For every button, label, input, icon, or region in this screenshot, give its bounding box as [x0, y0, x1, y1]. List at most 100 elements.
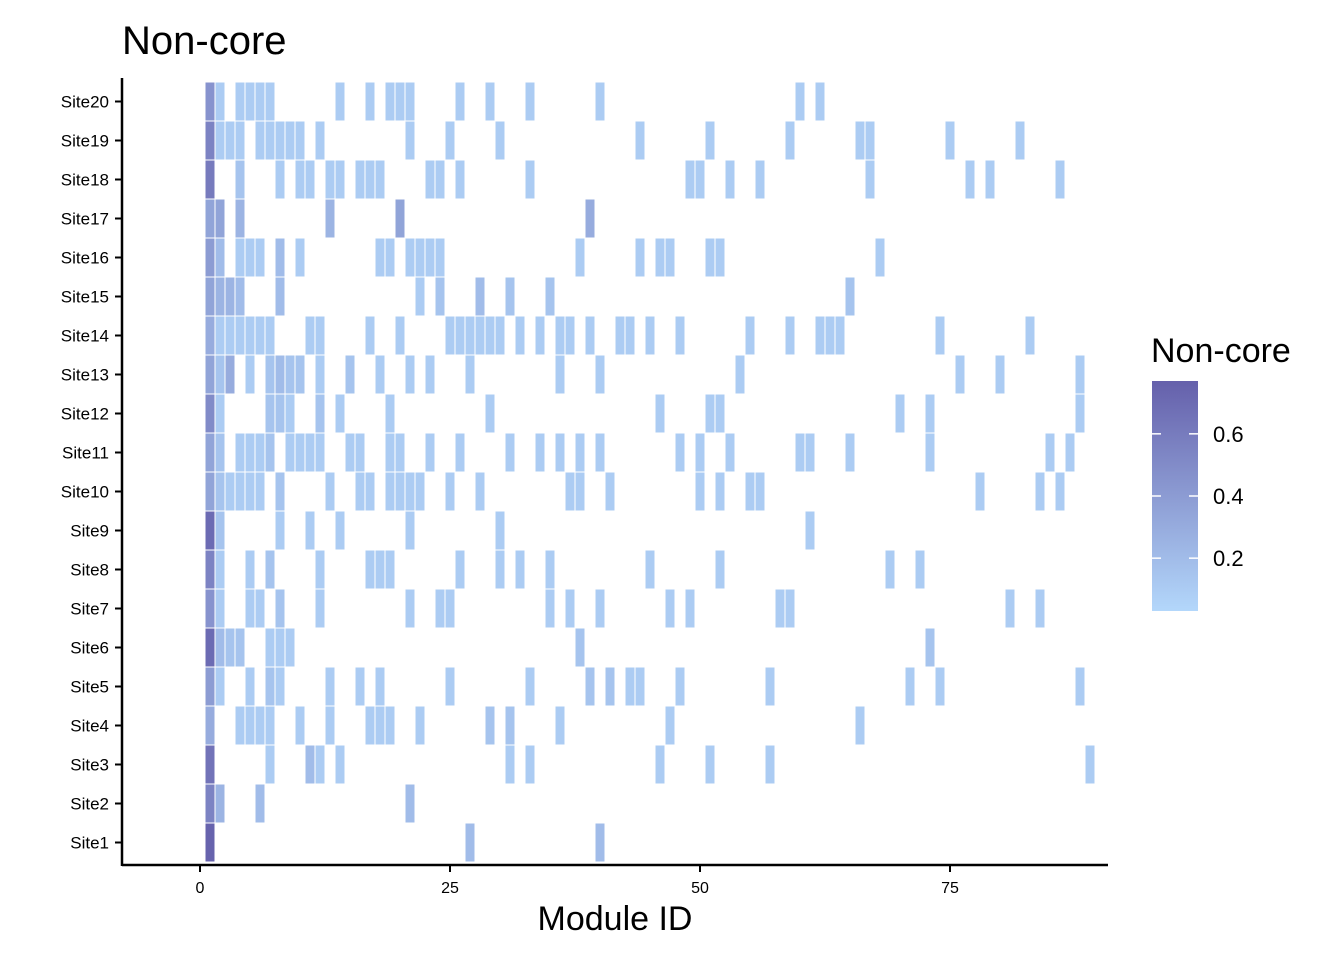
heatmap-cell: [684, 159, 696, 200]
heatmap-cell: [444, 588, 456, 629]
heatmap-cell: [424, 237, 436, 278]
heatmap-cell: [244, 315, 256, 356]
heatmap-cell: [204, 666, 216, 707]
heatmap-cell: [424, 159, 436, 200]
heatmap-cell: [694, 159, 706, 200]
y-tick-label: Site4: [70, 717, 109, 736]
heatmap-cell: [374, 159, 386, 200]
heatmap-cell: [564, 315, 576, 356]
heatmap-cell: [924, 432, 936, 473]
heatmap-cell: [254, 588, 266, 629]
y-axis-ticks: Site1 Site2 Site3 Site4 Site5 Site6 Site7 Site8…: [61, 93, 122, 853]
heatmap-cell: [264, 744, 276, 785]
heatmap-cell: [844, 432, 856, 473]
heatmap-cell: [654, 237, 666, 278]
heatmap-cell: [414, 237, 426, 278]
heatmap-cell: [764, 744, 776, 785]
heatmap-cell: [674, 666, 686, 707]
heatmap-cell: [464, 822, 476, 863]
y-tick-label: Site3: [70, 756, 109, 775]
heatmap-cell: [294, 237, 306, 278]
heatmap-cell: [404, 354, 416, 395]
heatmap-cell: [594, 822, 606, 863]
heatmap-cell: [704, 744, 716, 785]
heatmap-cell: [214, 471, 226, 512]
heatmap-cell: [474, 276, 486, 317]
heatmap-cell: [714, 393, 726, 434]
heatmap-cell: [364, 471, 376, 512]
heatmap-cell: [334, 744, 346, 785]
heatmap-cell: [784, 588, 796, 629]
heatmap-cell: [964, 159, 976, 200]
heatmap-cell: [204, 705, 216, 746]
heatmap-cell: [974, 471, 986, 512]
heatmap-cell: [484, 705, 496, 746]
heatmap-cell: [234, 159, 246, 200]
heatmap-cell: [544, 588, 556, 629]
heatmap-cell: [224, 315, 236, 356]
heatmap-cell: [554, 432, 566, 473]
heatmap-cell: [454, 81, 466, 122]
y-tick-label: Site2: [70, 795, 109, 814]
heatmap-cell: [294, 705, 306, 746]
heatmap-cell: [274, 159, 286, 200]
heatmap-cell: [454, 159, 466, 200]
heatmap-cell: [564, 471, 576, 512]
heatmap-cell: [484, 315, 496, 356]
heatmap-cell: [794, 81, 806, 122]
heatmap-cell: [394, 315, 406, 356]
heatmap-cell: [704, 237, 716, 278]
heatmap-cell: [714, 471, 726, 512]
heatmap-cell: [394, 198, 406, 239]
heatmap-cell: [854, 705, 866, 746]
heatmap-cell: [384, 81, 396, 122]
heatmap-cell: [594, 588, 606, 629]
heatmap-cell: [484, 393, 496, 434]
heatmap-cell: [274, 627, 286, 668]
heatmap-cell: [504, 744, 516, 785]
heatmap-cell: [844, 276, 856, 317]
legend-ticks: 0.2 0.4 0.6: [1152, 422, 1244, 571]
heatmap-cell: [804, 510, 816, 551]
heatmap-cell: [694, 432, 706, 473]
heatmap-cell: [204, 315, 216, 356]
heatmap-cell: [494, 510, 506, 551]
heatmap-cell: [374, 666, 386, 707]
heatmap-cell: [244, 432, 256, 473]
heatmap-cell: [254, 120, 266, 161]
heatmap-cell: [214, 783, 226, 824]
heatmap-cell: [444, 315, 456, 356]
x-tick-label: 0: [196, 880, 205, 897]
heatmap-cell: [204, 549, 216, 590]
heatmap-cell: [384, 705, 396, 746]
heatmap-cell: [234, 705, 246, 746]
x-tick-label: 50: [691, 880, 709, 897]
heatmap-cell: [494, 315, 506, 356]
heatmap-cell: [434, 159, 446, 200]
heatmap-cell: [284, 432, 296, 473]
y-tick-label: Site16: [61, 249, 109, 268]
heatmap-cell: [294, 354, 306, 395]
heatmap-cell: [484, 81, 496, 122]
heatmap-cell: [514, 315, 526, 356]
heatmap-cell: [314, 588, 326, 629]
y-tick-label: Site8: [70, 561, 109, 580]
heatmap-cell: [274, 354, 286, 395]
heatmap-cell: [984, 159, 996, 200]
heatmap-cell: [274, 666, 286, 707]
heatmap-cell: [1014, 120, 1026, 161]
heatmap-cell: [324, 471, 336, 512]
x-tick-label: 75: [941, 880, 959, 897]
heatmap-cell: [214, 627, 226, 668]
heatmap-cell: [214, 393, 226, 434]
heatmap-cell: [264, 315, 276, 356]
heatmap-cell: [204, 237, 216, 278]
heatmap-cell: [504, 432, 516, 473]
heatmap-cell: [574, 471, 586, 512]
heatmap-cell: [254, 471, 266, 512]
heatmap-cell: [1074, 393, 1086, 434]
heatmap-cell: [574, 237, 586, 278]
heatmap-cell: [244, 237, 256, 278]
heatmap-cell: [414, 705, 426, 746]
heatmap-cell: [534, 315, 546, 356]
